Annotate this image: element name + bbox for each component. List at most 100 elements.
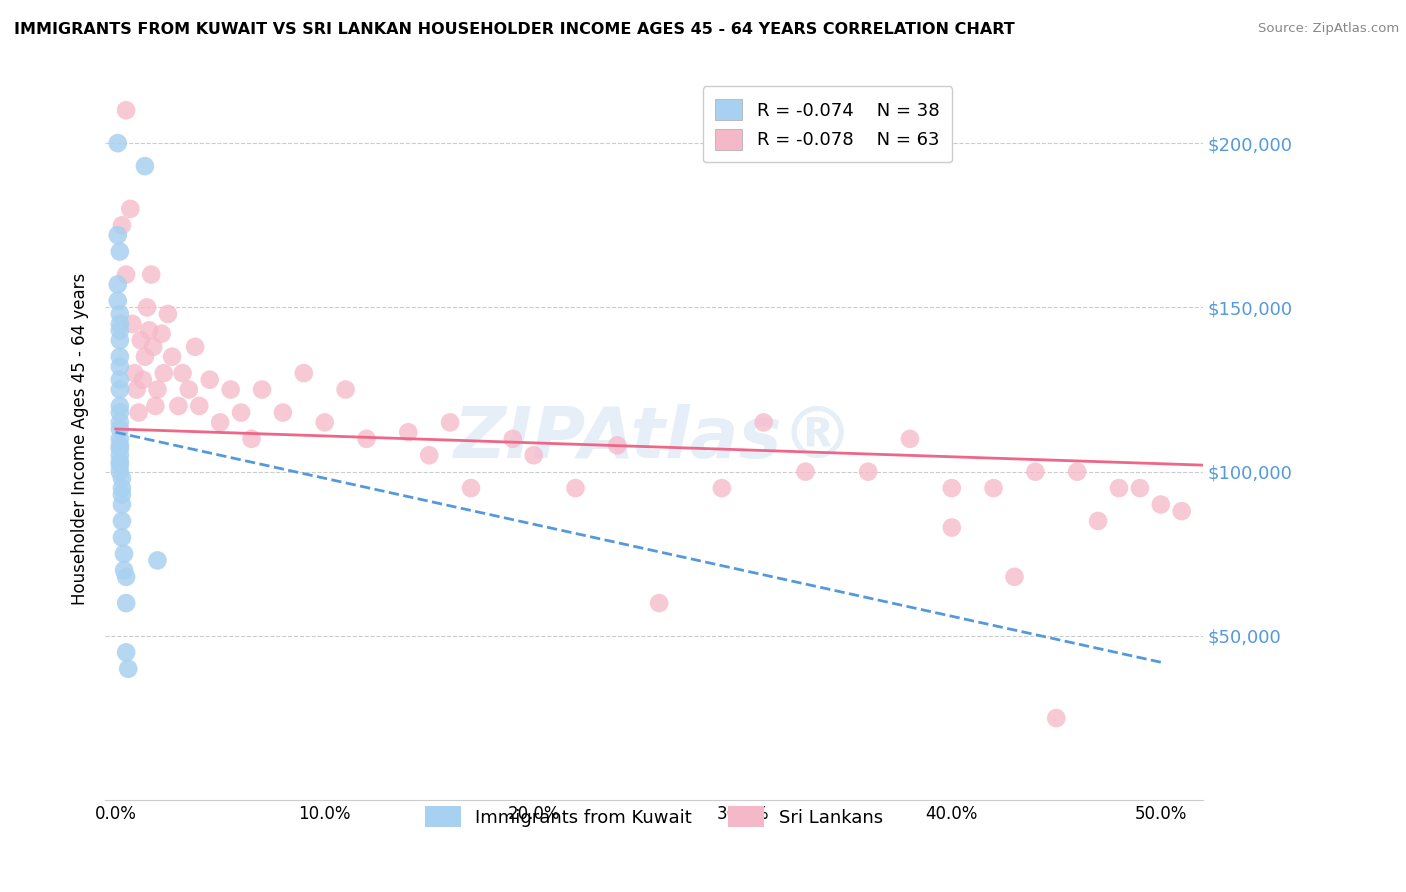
Point: [108, 422, 131, 436]
Point: [172, 366, 194, 380]
Point: [108, 438, 131, 452]
Point: [271, 405, 294, 419]
Point: [141, 268, 163, 282]
Point: [145, 399, 167, 413]
Point: [108, 448, 131, 462]
Point: [184, 340, 207, 354]
Point: [132, 373, 155, 387]
Point: [439, 416, 461, 430]
Point: [112, 563, 135, 577]
Point: [856, 465, 879, 479]
Point: [564, 481, 586, 495]
Point: [752, 416, 775, 430]
Point: [115, 596, 138, 610]
Point: [1045, 711, 1067, 725]
Point: [156, 307, 179, 321]
Point: [134, 350, 156, 364]
Point: [167, 399, 190, 413]
Point: [115, 645, 138, 659]
Point: [108, 350, 131, 364]
Point: [108, 333, 131, 347]
Point: [150, 326, 173, 341]
Point: [115, 103, 138, 118]
Point: [292, 366, 315, 380]
Point: [1087, 514, 1109, 528]
Point: [128, 405, 150, 419]
Point: [648, 596, 671, 610]
Point: [108, 317, 131, 331]
Point: [146, 553, 169, 567]
Point: [107, 277, 129, 292]
Point: [115, 570, 138, 584]
Point: [1150, 498, 1173, 512]
Point: [1129, 481, 1152, 495]
Point: [502, 432, 524, 446]
Point: [710, 481, 733, 495]
Point: [1170, 504, 1192, 518]
Point: [898, 432, 921, 446]
Point: [108, 465, 131, 479]
Point: [177, 383, 200, 397]
Point: [138, 323, 160, 337]
Point: [107, 136, 129, 150]
Point: [108, 455, 131, 469]
Point: [125, 383, 148, 397]
Point: [108, 307, 131, 321]
Point: [108, 359, 131, 374]
Point: [152, 366, 174, 380]
Point: [198, 373, 221, 387]
Point: [418, 448, 440, 462]
Point: [240, 432, 263, 446]
Point: [111, 498, 134, 512]
Point: [120, 202, 142, 216]
Point: [983, 481, 1005, 495]
Point: [229, 405, 252, 419]
Point: [142, 340, 165, 354]
Point: [108, 373, 131, 387]
Point: [111, 471, 134, 485]
Point: [219, 383, 242, 397]
Point: [107, 228, 129, 243]
Point: [129, 333, 152, 347]
Point: [111, 488, 134, 502]
Point: [606, 438, 628, 452]
Point: [188, 399, 211, 413]
Point: [523, 448, 546, 462]
Point: [209, 416, 232, 430]
Text: Source: ZipAtlas.com: Source: ZipAtlas.com: [1258, 22, 1399, 36]
Point: [124, 366, 146, 380]
Point: [136, 301, 159, 315]
Point: [160, 350, 183, 364]
Point: [1004, 570, 1026, 584]
Point: [108, 399, 131, 413]
Point: [335, 383, 357, 397]
Point: [115, 268, 138, 282]
Y-axis label: Householder Income Ages 45 - 64 years: Householder Income Ages 45 - 64 years: [72, 273, 89, 605]
Point: [1066, 465, 1088, 479]
Point: [250, 383, 273, 397]
Point: [111, 219, 134, 233]
Point: [112, 547, 135, 561]
Point: [111, 514, 134, 528]
Point: [108, 323, 131, 337]
Point: [460, 481, 482, 495]
Point: [108, 432, 131, 446]
Text: ZIPAtlas®: ZIPAtlas®: [454, 404, 855, 474]
Point: [121, 317, 143, 331]
Point: [108, 442, 131, 456]
Legend: Immigrants from Kuwait, Sri Lankans: Immigrants from Kuwait, Sri Lankans: [418, 799, 890, 835]
Text: IMMIGRANTS FROM KUWAIT VS SRI LANKAN HOUSEHOLDER INCOME AGES 45 - 64 YEARS CORRE: IMMIGRANTS FROM KUWAIT VS SRI LANKAN HOU…: [14, 22, 1015, 37]
Point: [794, 465, 817, 479]
Point: [1108, 481, 1130, 495]
Point: [108, 416, 131, 430]
Point: [117, 662, 139, 676]
Point: [134, 159, 156, 173]
Point: [108, 383, 131, 397]
Point: [941, 520, 963, 534]
Point: [108, 405, 131, 419]
Point: [1024, 465, 1046, 479]
Point: [111, 481, 134, 495]
Point: [107, 293, 129, 308]
Point: [111, 530, 134, 544]
Point: [108, 244, 131, 259]
